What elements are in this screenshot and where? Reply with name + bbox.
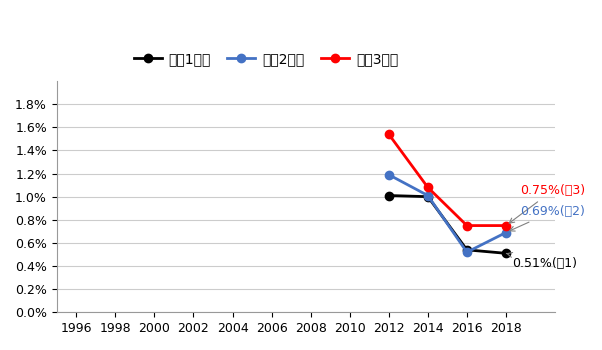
Text: 0.69%(中2): 0.69%(中2) [510,205,585,231]
中学1年生 [464,248,471,252]
中学1年生 [424,195,432,199]
中学1年生 [502,251,509,256]
Line: 中学2年生: 中学2年生 [385,170,510,256]
中学2年生 [464,250,471,254]
中学1年生 [385,194,393,198]
Text: 0.75%(中3): 0.75%(中3) [509,184,585,223]
中学3年生 [385,132,393,137]
Line: 中学1年生: 中学1年生 [385,191,510,258]
Line: 中学3年生: 中学3年生 [385,130,510,230]
中学2年生 [502,230,509,235]
中学2年生 [385,173,393,177]
中学2年生 [424,194,432,198]
Text: 0.51%(中1): 0.51%(中1) [506,252,577,270]
中学3年生 [502,223,509,228]
中学3年生 [464,223,471,228]
中学3年生 [424,185,432,189]
Legend: 中学1年生, 中学2年生, 中学3年生: 中学1年生, 中学2年生, 中学3年生 [128,47,404,71]
